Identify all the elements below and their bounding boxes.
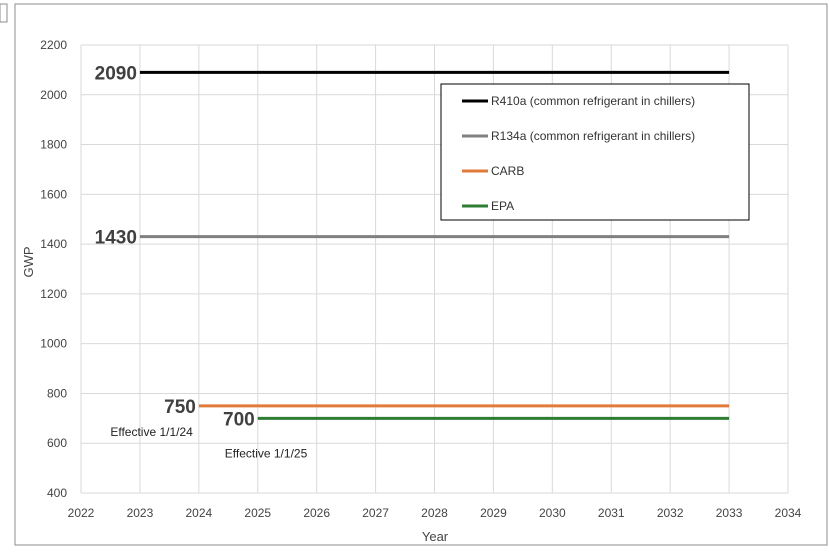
x-tick-label: 2033 <box>716 506 743 520</box>
x-tick-label: 2024 <box>185 506 212 520</box>
x-axis-title: Year <box>422 529 449 544</box>
y-tick-label: 1400 <box>40 237 67 251</box>
x-tick-label: 2032 <box>657 506 684 520</box>
y-tick-label: 600 <box>47 436 67 450</box>
annotations: Effective 1/1/24 Effective 1/1/25 <box>110 425 307 460</box>
y-tick-label: 800 <box>47 386 67 400</box>
x-tick-label: 2023 <box>127 506 154 520</box>
y-tick-label: 400 <box>47 486 67 500</box>
data-label: 700 <box>223 409 255 430</box>
legend-label: R134a (common refrigerant in chillers) <box>491 129 695 143</box>
y-axis-title: GWP <box>21 246 36 277</box>
legend-label: R410a (common refrigerant in chillers) <box>491 94 695 108</box>
series-lines <box>139 70 730 420</box>
x-axis-ticks: 2022 2023 2024 2025 2026 2027 2028 2029 2030 2031… <box>68 506 802 520</box>
x-tick-label: 2029 <box>480 506 507 520</box>
window-edge-mark <box>0 3 8 23</box>
y-tick-label: 1600 <box>40 187 67 201</box>
legend: R410a (common refrigerant in chillers) R1… <box>440 83 750 221</box>
x-tick-label: 2022 <box>68 506 95 520</box>
data-label: 1430 <box>95 228 137 249</box>
x-tick-label: 2031 <box>598 506 625 520</box>
y-axis-ticks: 400 600 800 1000 1200 1400 1600 1800 2000 2200 <box>40 38 67 500</box>
data-label: 2090 <box>95 63 137 84</box>
x-tick-label: 2034 <box>775 506 802 520</box>
annotation-label: Effective 1/1/25 <box>225 446 308 460</box>
legend-items: R410a (common refrigerant in chillers) R1… <box>462 94 695 213</box>
y-tick-label: 2200 <box>40 38 67 52</box>
x-tick-label: 2027 <box>362 506 389 520</box>
x-tick-label: 2028 <box>421 506 448 520</box>
y-tick-label: 1000 <box>40 337 67 351</box>
data-label: 750 <box>164 397 196 418</box>
legend-label: EPA <box>491 199 514 213</box>
y-tick-label: 1200 <box>40 287 67 301</box>
y-tick-label: 2000 <box>40 88 67 102</box>
y-tick-label: 1800 <box>40 138 67 152</box>
x-tick-label: 2030 <box>539 506 566 520</box>
legend-box <box>440 83 750 221</box>
legend-label: CARB <box>491 164 524 178</box>
annotation-label: Effective 1/1/24 <box>110 425 193 439</box>
data-labels: 2090 1430 750 700 <box>95 63 255 430</box>
x-tick-label: 2026 <box>303 506 330 520</box>
x-tick-label: 2025 <box>244 506 271 520</box>
